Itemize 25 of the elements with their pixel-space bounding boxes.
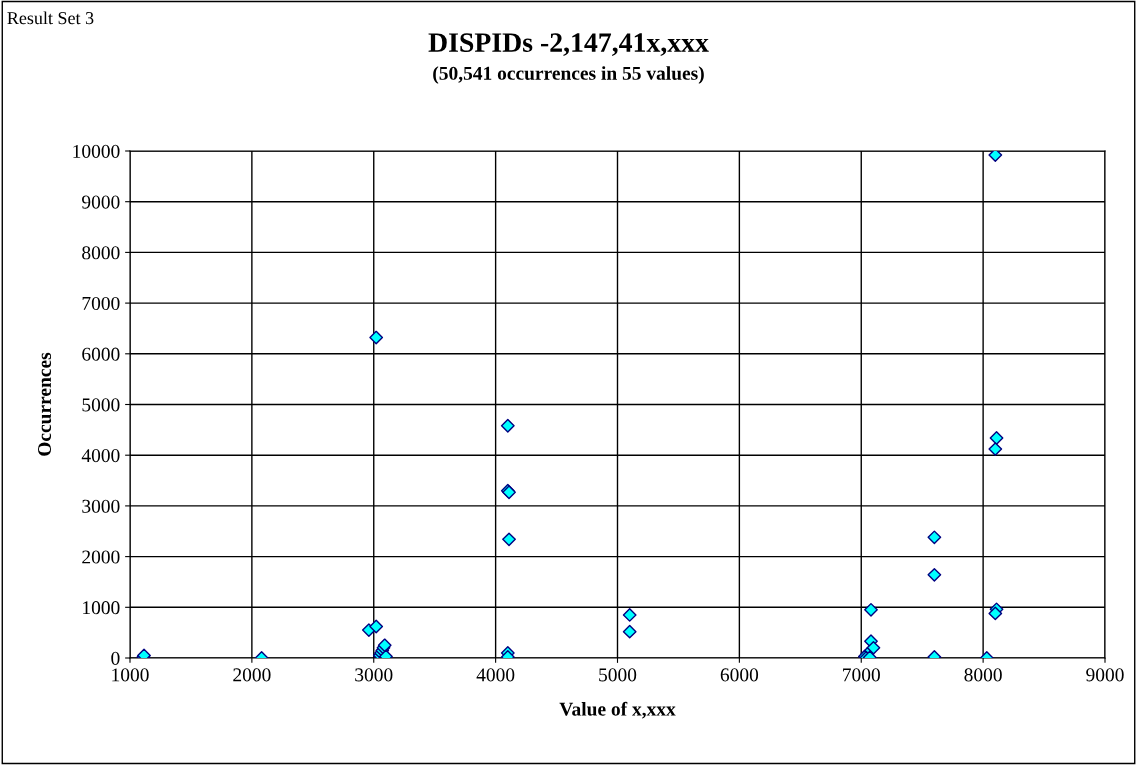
y-tick-label: 8000 — [82, 246, 120, 260]
y-tick-label: 7000 — [82, 296, 120, 311]
x-tick-label: 5000 — [599, 668, 637, 682]
x-tick-label: 6000 — [720, 668, 759, 682]
y-tick-label: 10000 — [73, 144, 120, 158]
y-tick-label: 5000 — [82, 398, 120, 412]
y-tick-label: 4000 — [81, 449, 120, 463]
x-tick-label: 7000 — [843, 668, 880, 682]
x-tick-label: 2000 — [233, 668, 271, 682]
x-tick-label: 1000 — [112, 668, 149, 682]
y-tick-label: 9000 — [82, 195, 120, 209]
y-tick-label: 0 — [111, 651, 120, 665]
y-tick-label: 1000 — [83, 601, 120, 615]
y-tick-label: 3000 — [82, 499, 120, 513]
x-tick-label: 4000 — [476, 668, 515, 682]
chart-title: DISPIDs -2,147,41x,xxx — [428, 33, 709, 56]
y-axis-title: Occurrences — [37, 352, 52, 456]
x-tick-label: 9000 — [1086, 668, 1124, 682]
x-tick-label: 3000 — [355, 668, 393, 682]
y-tick-label: 2000 — [82, 550, 120, 564]
x-tick-label: 8000 — [964, 668, 1002, 682]
text: Result Set 3 — [7, 11, 94, 25]
chart-subtitle: (50,541 occurrences in 55 values) — [433, 66, 704, 84]
x-axis-title: Value of x,xxx — [559, 701, 676, 719]
y-tick-label: 6000 — [82, 347, 120, 361]
